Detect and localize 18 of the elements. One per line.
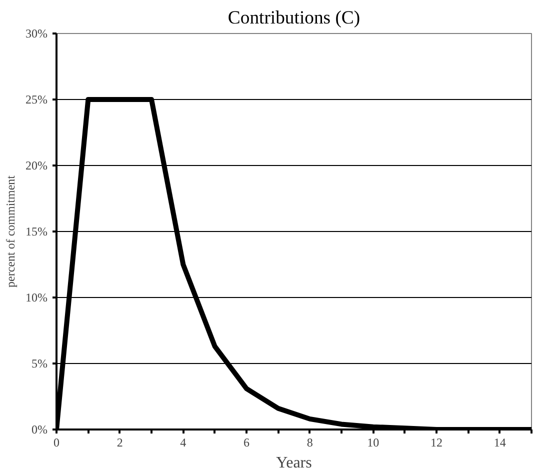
x-tick-label: 2: [116, 436, 123, 450]
x-tick-label: 12: [430, 436, 442, 450]
y-tick-label: 30%: [26, 26, 48, 40]
y-tick-label: 15%: [26, 224, 48, 238]
y-tick-label: 0%: [32, 422, 48, 436]
chart-title: Contributions (C): [228, 8, 360, 28]
x-tick-label: 8: [306, 436, 313, 450]
x-axis-title: Years: [276, 454, 312, 472]
x-tick-label: 10: [367, 436, 380, 450]
y-tick-label: 25%: [26, 92, 48, 106]
x-tick-label: 14: [494, 436, 506, 450]
x-tick-label: 4: [180, 436, 186, 450]
y-tick-label: 20%: [26, 158, 48, 172]
y-axis-title: percent of commitment: [4, 174, 18, 288]
y-tick-label: 10%: [26, 290, 48, 304]
x-tick-label: 6: [244, 436, 250, 450]
x-tick-label: 0: [54, 436, 60, 450]
y-tick-label: 5%: [32, 356, 48, 370]
